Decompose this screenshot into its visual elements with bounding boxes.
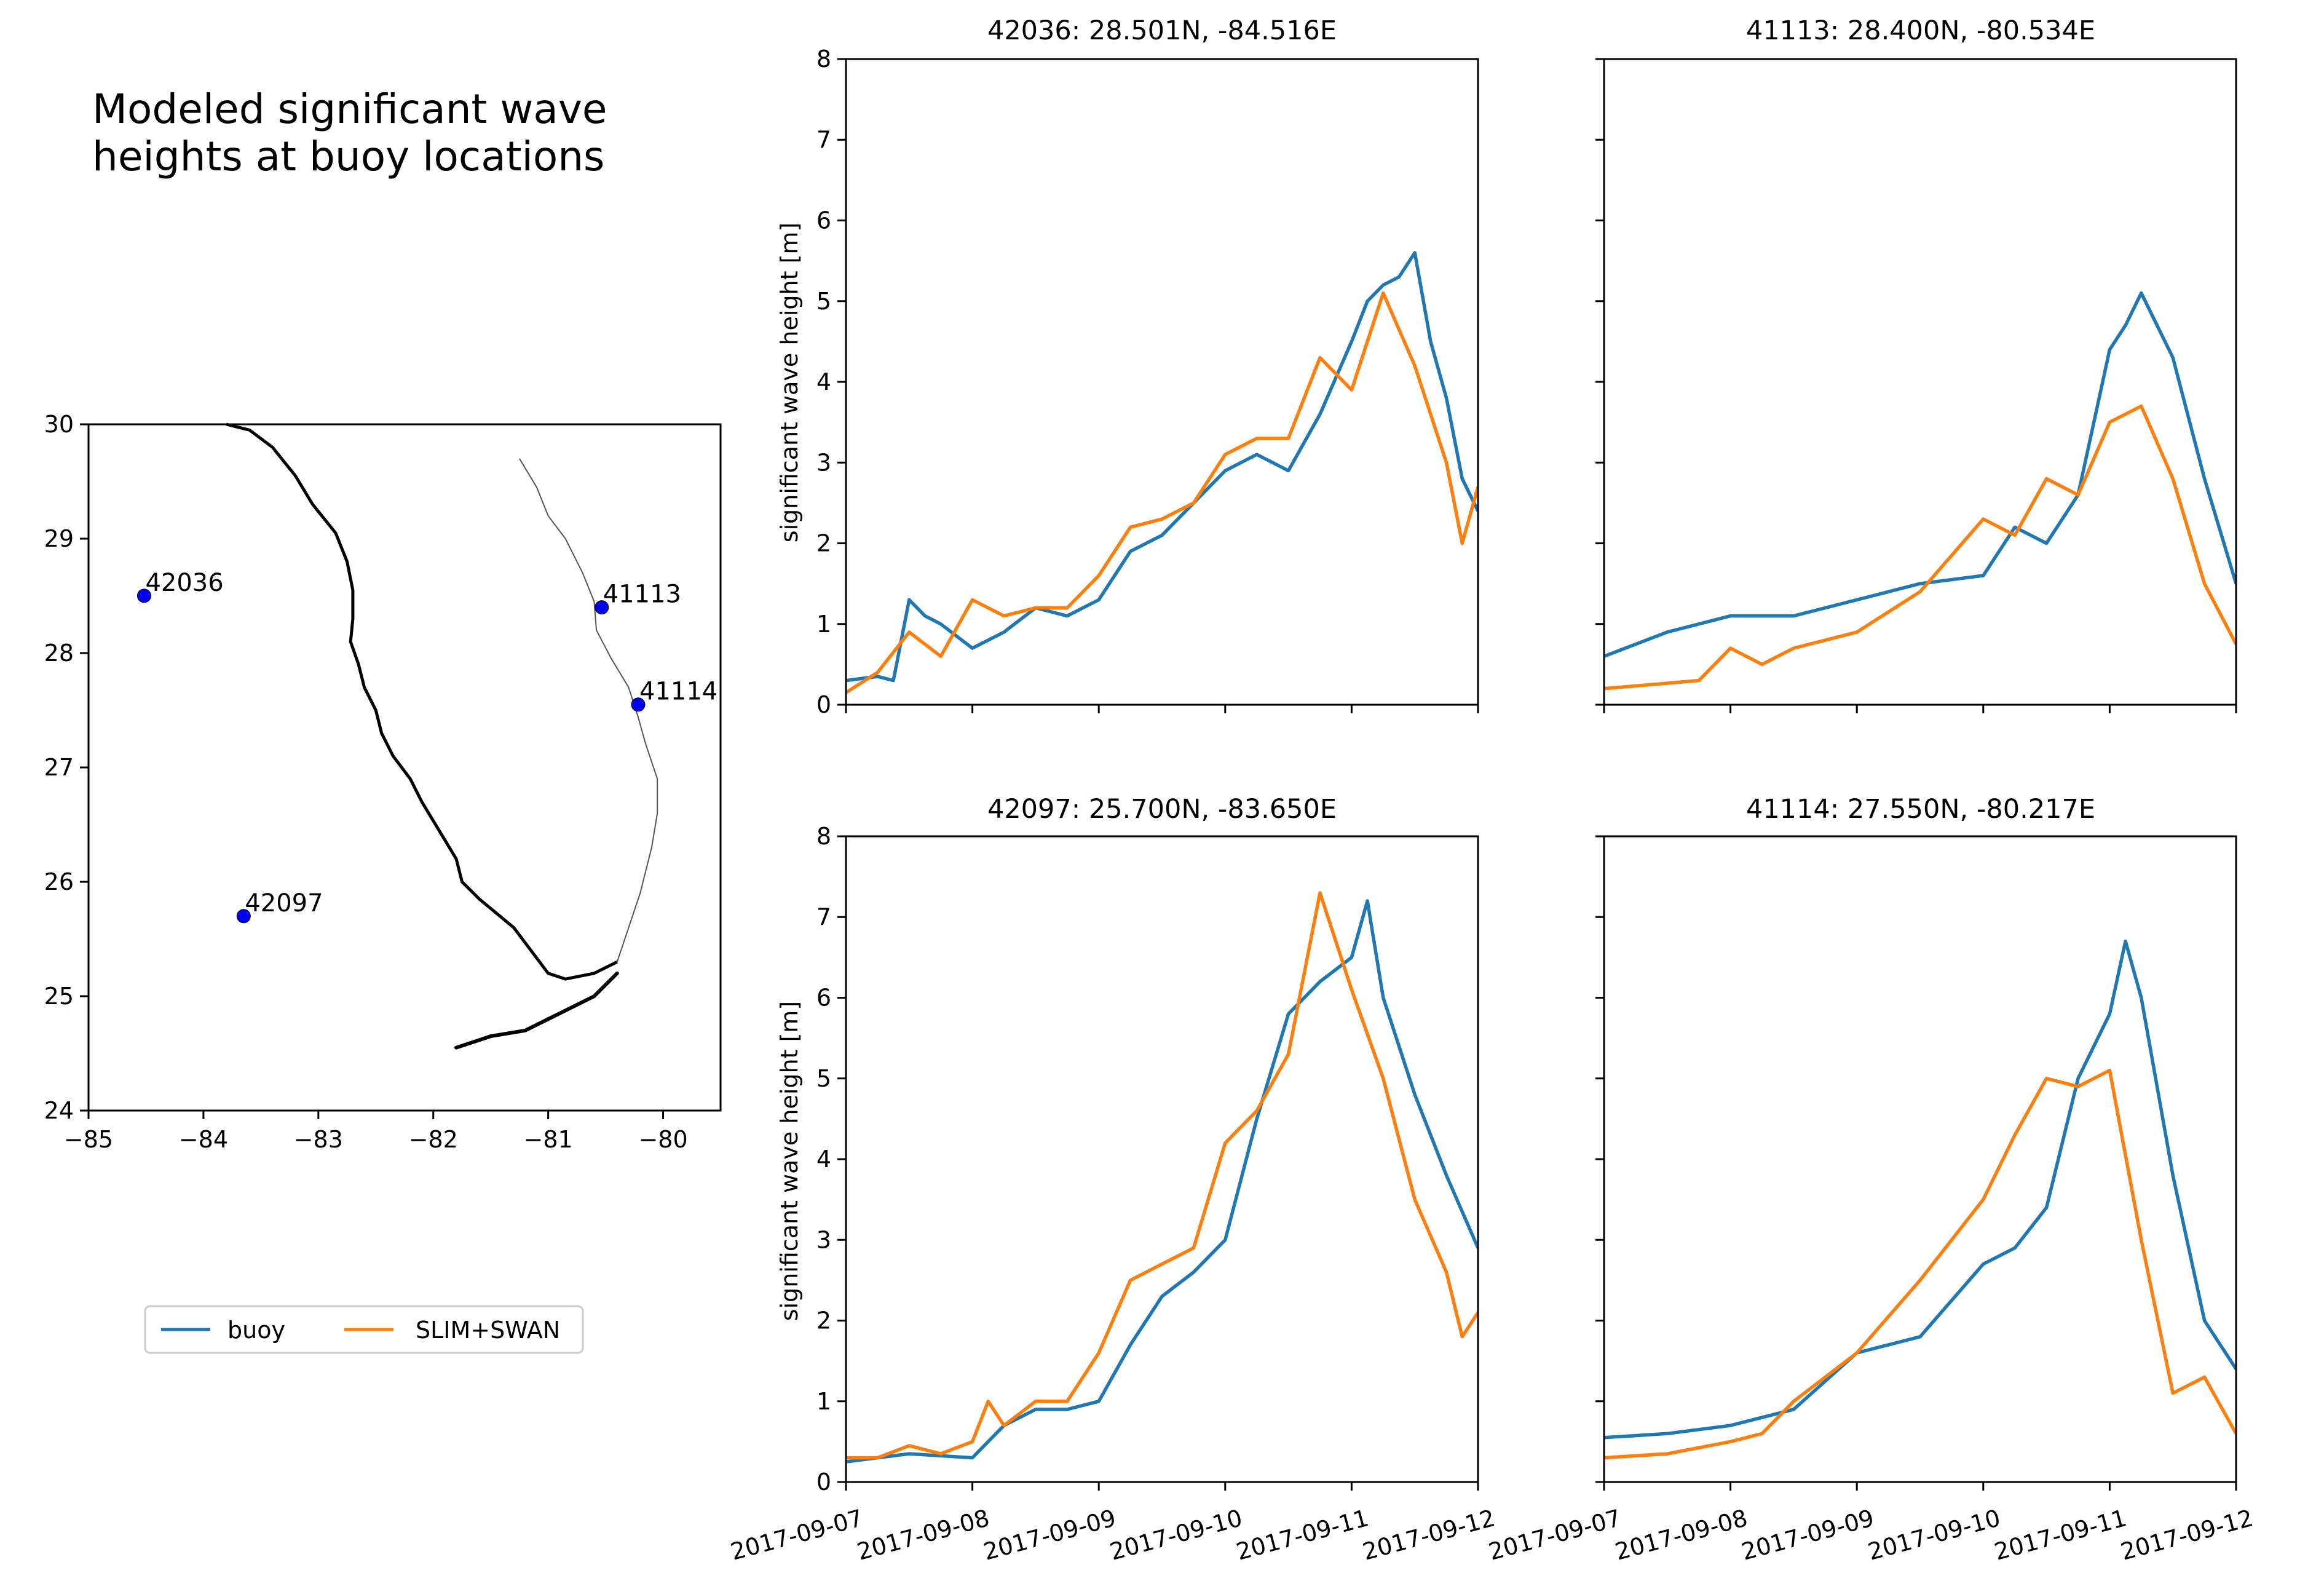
buoy-label-41114: 41114 xyxy=(639,678,717,706)
map-x-tick-label: −85 xyxy=(64,1126,113,1153)
figure-title: Modeled significant wave heights at buoy… xyxy=(92,85,607,180)
y-tick-label: 7 xyxy=(816,126,831,153)
east-coastline xyxy=(519,458,658,962)
y-axis-label: significant wave height [m] xyxy=(776,223,803,542)
map-x-tick-label: −82 xyxy=(409,1126,458,1153)
buoy-series-line xyxy=(1604,291,2236,658)
map-x-tick-label: −84 xyxy=(179,1126,228,1153)
buoy-label-42036: 42036 xyxy=(145,569,223,597)
y-tick-label: 5 xyxy=(816,1065,831,1092)
y-tick-label: 1 xyxy=(816,611,831,638)
model-series-line xyxy=(846,891,1478,1460)
panel-title: 41114: 27.550N, -80.217E xyxy=(1746,794,2095,825)
map-axis-ticks: −85 −84 −83 −82 −81 −80 24 25 26 27 28 29 30 xyxy=(44,411,688,1153)
buoy-marker-42097 xyxy=(236,909,251,924)
buoy-marker-42036 xyxy=(136,588,151,603)
legend-buoy-label: buoy xyxy=(227,1317,285,1344)
y-tick-label: 0 xyxy=(816,1468,831,1496)
y-tick-label: 6 xyxy=(816,985,831,1012)
map-x-tick-label: −80 xyxy=(638,1126,687,1153)
plot-area xyxy=(1595,58,2237,713)
timeseries-panel-42036: 42036: 28.501N, -84.516E significant wav… xyxy=(776,15,1479,718)
y-tick-label: 5 xyxy=(816,288,831,315)
y-tick-label: 8 xyxy=(816,823,831,850)
y-tick-label: 2 xyxy=(816,530,831,557)
y-tick-label: 1 xyxy=(816,1388,831,1415)
buoy-label-41113: 41113 xyxy=(603,581,681,609)
legend-model-label: SLIM+SWAN xyxy=(416,1317,560,1344)
y-tick-label: 8 xyxy=(816,46,831,73)
legend: buoy SLIM+SWAN xyxy=(144,1305,584,1354)
map-y-tick-label: 26 xyxy=(44,868,74,895)
panel-title: 41113: 28.400N, -80.534E xyxy=(1746,15,2095,46)
y-axis-label: significant wave height [m] xyxy=(776,1001,803,1321)
model-series-line xyxy=(1604,1068,2236,1460)
plot-area: 0 1 2 3 4 5 6 7 8 xyxy=(816,46,1479,718)
series-group xyxy=(846,891,1478,1464)
map-y-tick-label: 29 xyxy=(44,525,74,552)
series-group xyxy=(1604,291,2236,691)
y-tick-label: 0 xyxy=(816,691,831,718)
series-group xyxy=(846,251,1478,694)
florida-keys xyxy=(454,971,619,1050)
model-series-line xyxy=(846,291,1478,694)
buoy-label-42097: 42097 xyxy=(245,889,323,917)
y-tick-label: 4 xyxy=(816,1146,831,1173)
y-tick-label: 2 xyxy=(816,1307,831,1334)
map-x-tick-label: −83 xyxy=(294,1126,343,1153)
west-coastline xyxy=(226,422,618,981)
map-y-tick-label: 25 xyxy=(44,983,74,1010)
buoy-series-line xyxy=(1604,939,2236,1440)
florida-coastline xyxy=(226,422,658,1050)
y-tick-label: 4 xyxy=(816,368,831,395)
model-series-line xyxy=(1604,404,2236,691)
y-tick-label: 6 xyxy=(816,207,831,234)
map-y-tick-label: 24 xyxy=(44,1097,74,1124)
map-x-tick-label: −81 xyxy=(524,1126,573,1153)
y-tick-label: 3 xyxy=(816,449,831,476)
figure-title-line-2: heights at buoy locations xyxy=(92,133,604,180)
y-tick-label: 3 xyxy=(816,1226,831,1253)
series-group xyxy=(1604,939,2236,1460)
y-tick-label: 7 xyxy=(816,903,831,930)
buoy-marker-41114 xyxy=(631,697,646,712)
map-y-tick-label: 30 xyxy=(44,411,74,438)
map-y-tick-label: 28 xyxy=(44,640,74,667)
map-buoy-markers: 42036 41113 41114 42097 xyxy=(136,569,717,924)
buoy-marker-41113 xyxy=(595,600,609,615)
figure-title-line-1: Modeled significant wave xyxy=(92,85,607,133)
panel-title: 42097: 25.700N, -83.650E xyxy=(987,794,1337,825)
buoy-location-map: −85 −84 −83 −82 −81 −80 24 25 26 27 28 29 30 42036 41… xyxy=(44,411,722,1153)
timeseries-panel-41113: 41113: 28.400N, -80.534E xyxy=(1595,15,2237,713)
panel-title: 42036: 28.501N, -84.516E xyxy=(987,15,1337,46)
map-y-tick-label: 27 xyxy=(44,754,74,781)
